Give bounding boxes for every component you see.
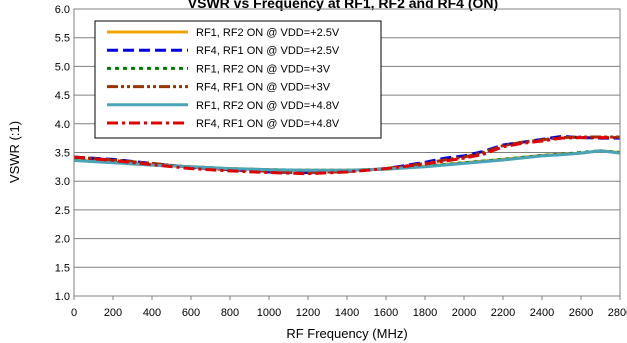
x-tick-label: 1200 — [296, 307, 320, 319]
y-tick-label: 2.5 — [55, 205, 70, 217]
y-tick-label: 4.5 — [55, 90, 70, 102]
y-tick-label: 5.5 — [55, 33, 70, 45]
x-tick-label: 1600 — [374, 307, 398, 319]
x-tick-label: 0 — [71, 307, 77, 319]
x-tick-label: 1000 — [257, 307, 281, 319]
series-line — [73, 149, 621, 172]
y-tick-label: 6.0 — [55, 4, 70, 16]
series-line — [73, 136, 620, 176]
x-tick-label: 2600 — [569, 307, 593, 319]
y-tick-label: 2.0 — [55, 234, 70, 246]
y-tick-label: 5.0 — [55, 61, 70, 73]
legend-entry-label: RF4, RF1 ON @ VDD=+4.8V — [196, 118, 340, 130]
y-tick-label: 3.0 — [55, 176, 70, 188]
legend-entry-label: RF4, RF1 ON @ VDD=+3V — [196, 82, 331, 94]
legend-entry-label: RF1, RF2 ON @ VDD=+2.5V — [196, 27, 340, 39]
x-axis-label: RF Frequency (MHz) — [286, 326, 407, 341]
chart-legend: RF1, RF2 ON @ VDD=+2.5V RF4, RF1 ON @ VDD… — [94, 20, 382, 139]
legend-entry-label: RF1, RF2 ON @ VDD=+3V — [196, 63, 331, 75]
x-tick-label: 2200 — [491, 307, 515, 319]
y-axis-ticks: 1.0 1.5 2.0 2.5 3.0 3.5 4.0 4.5 5.0 5.5 6.0 — [55, 4, 70, 303]
x-tick-label: 2400 — [530, 307, 554, 319]
series-line — [73, 149, 621, 172]
x-axis-ticks: 0 200 400 600 800 1000 1200 1400 1600 1800 2000 220… — [71, 296, 627, 319]
chart-title: VSWR vs Frequency at RF1, RF2 and RF4 (O… — [188, 0, 498, 11]
series-line — [73, 149, 621, 172]
x-tick-label: 400 — [143, 307, 161, 319]
legend-box — [94, 20, 382, 139]
y-tick-label: 1.0 — [55, 291, 70, 303]
x-tick-label: 1400 — [335, 307, 359, 319]
x-tick-label: 1800 — [413, 307, 437, 319]
x-tick-label: 600 — [182, 307, 200, 319]
chart-series — [73, 134, 621, 176]
x-tick-label: 2000 — [452, 307, 476, 319]
y-tick-label: 1.5 — [55, 262, 70, 274]
x-tick-label: 200 — [104, 307, 122, 319]
y-axis-label: VSWR (:1) — [7, 121, 22, 183]
y-tick-label: 3.5 — [55, 148, 70, 160]
legend-entry-label: RF4, RF1 ON @ VDD=+2.5V — [196, 45, 340, 57]
legend-entry-label: RF1, RF2 ON @ VDD=+4.8V — [196, 100, 340, 112]
y-tick-label: 4.0 — [55, 119, 70, 131]
x-tick-label: 800 — [221, 307, 239, 319]
x-tick-label: 2800 — [608, 307, 627, 319]
